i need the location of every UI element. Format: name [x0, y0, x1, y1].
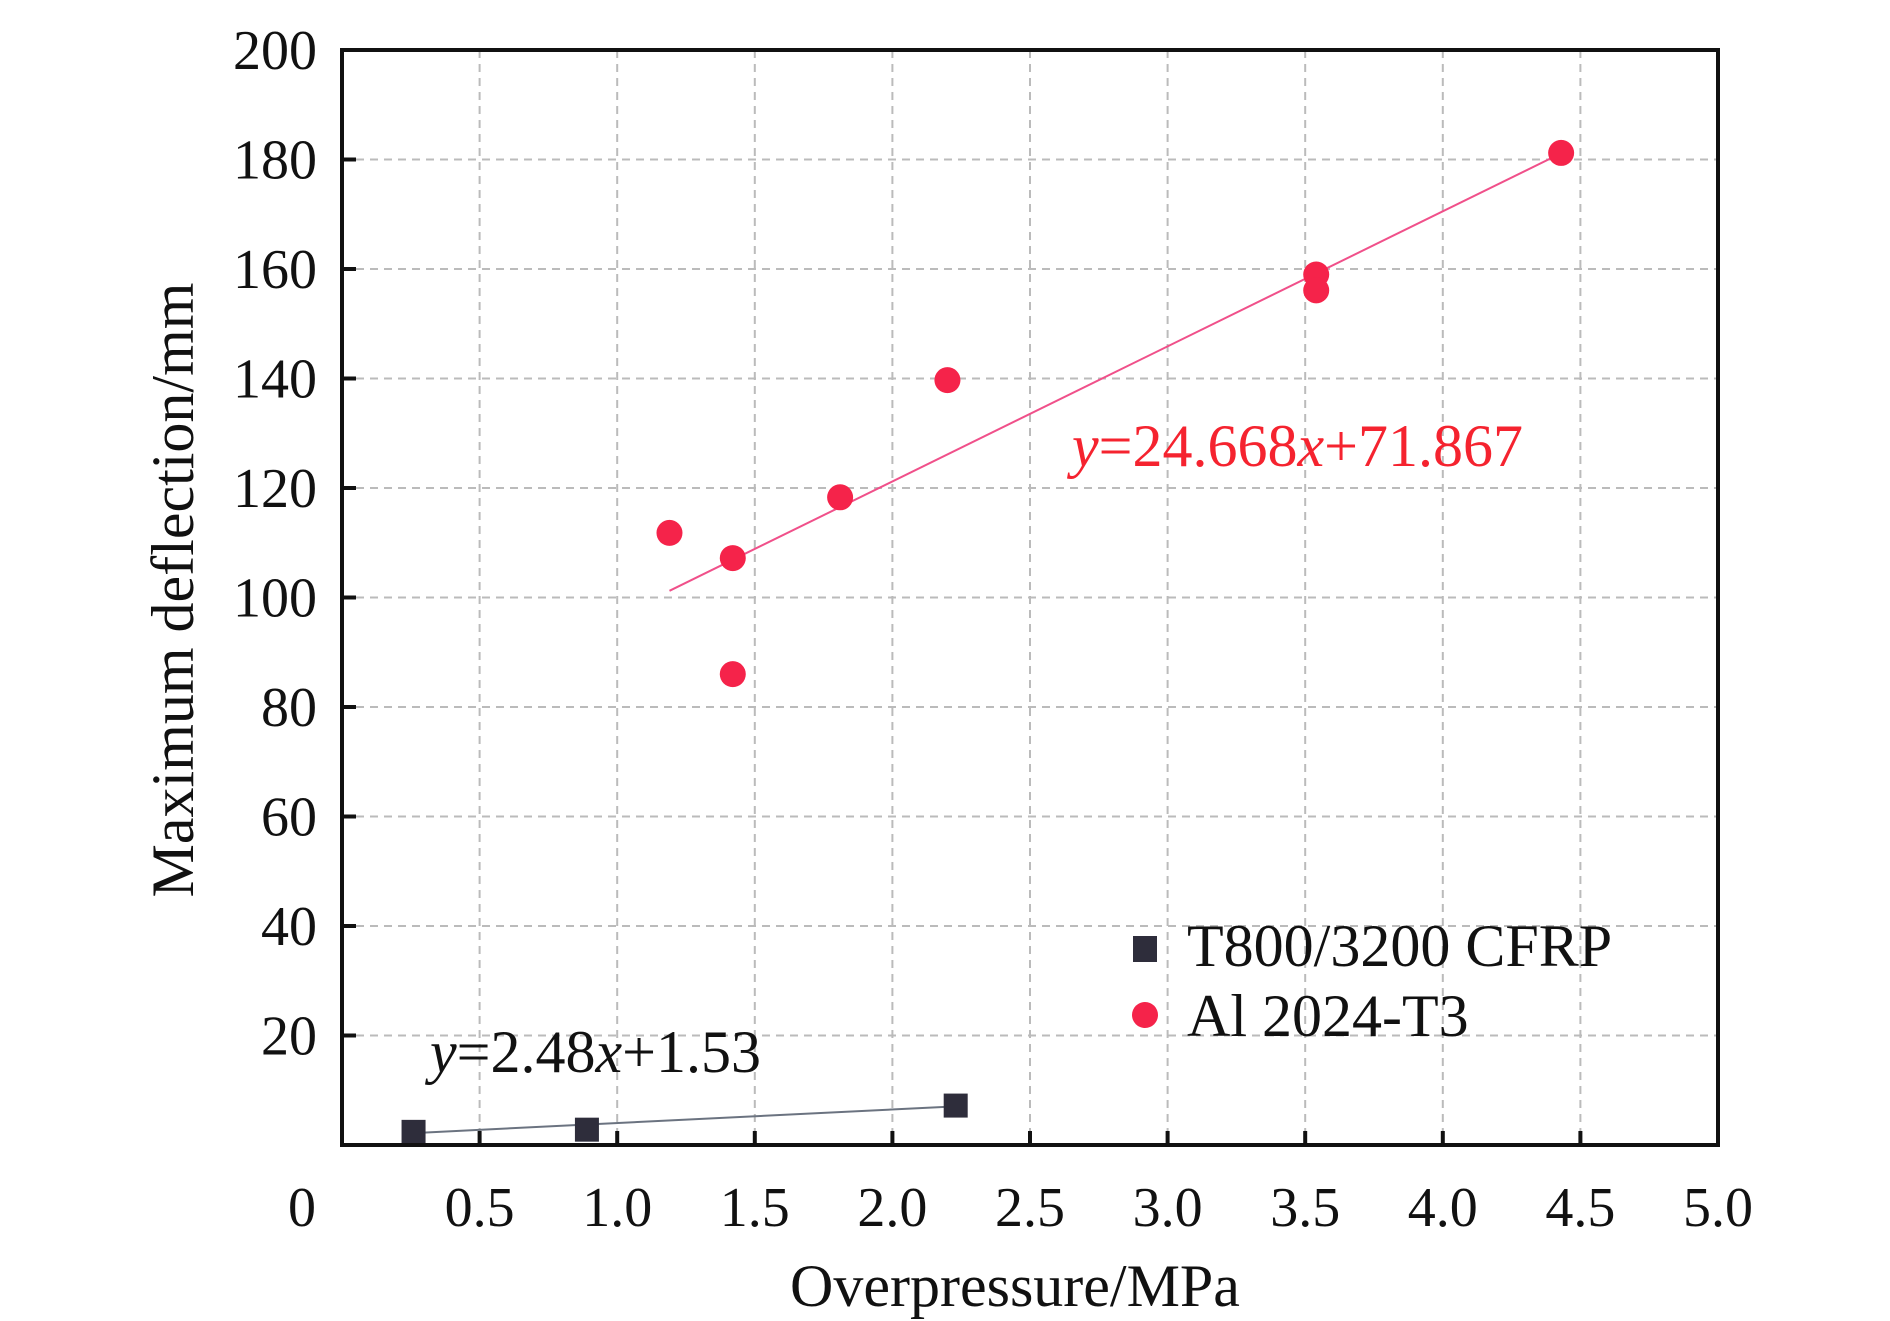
fit-line-al	[669, 152, 1562, 592]
equation-al-y: y	[1066, 413, 1099, 479]
y-tick-labels: 20 40 60 80 100 120 140 160 180 200	[233, 20, 317, 1068]
legend-marker-cfrp	[1133, 936, 1157, 962]
y-tick-label: 180	[233, 130, 317, 192]
x-tick-label: 1.5	[720, 1177, 790, 1239]
data-point-cfrp	[943, 1093, 968, 1118]
equation-cfrp-x: x	[594, 1019, 622, 1085]
equation-al-intercept: +71.867	[1324, 413, 1523, 479]
data-points	[401, 139, 1575, 1144]
data-point-al	[934, 367, 961, 394]
data-point-al	[656, 519, 683, 546]
y-tick-label: 200	[233, 20, 317, 82]
legend-label-al: Al 2024-T3	[1187, 983, 1469, 1049]
legend-marker-al	[1132, 1002, 1158, 1028]
x-tick-label: 1.0	[582, 1177, 652, 1239]
legend-label-cfrp: T800/3200 CFRP	[1187, 913, 1612, 979]
y-tick-label: 120	[233, 458, 317, 520]
fit-line-cfrp	[413, 1105, 956, 1135]
data-point-cfrp	[574, 1117, 599, 1142]
y-tick-label: 40	[261, 896, 317, 958]
x-tick-label: 0	[288, 1177, 316, 1239]
y-tick-label: 80	[261, 677, 317, 739]
x-axis-label: Overpressure/MPa	[790, 1253, 1240, 1319]
x-tick-label: 2.0	[857, 1177, 927, 1239]
equation-cfrp-y: y	[424, 1019, 457, 1085]
y-tick-label: 140	[233, 349, 317, 411]
y-tick-label: 20	[261, 1006, 317, 1068]
equation-al-x: x	[1296, 413, 1324, 479]
x-tick-label: 4.0	[1408, 1177, 1478, 1239]
y-tick-label: 100	[233, 568, 317, 630]
x-tick-label: 3.5	[1270, 1177, 1340, 1239]
data-point-al	[719, 545, 746, 572]
grid-lines	[342, 50, 1718, 1145]
equation-cfrp-intercept: +1.53	[622, 1019, 761, 1085]
x-tick-label: 2.5	[995, 1177, 1065, 1239]
fit-lines	[413, 152, 1562, 1135]
equation-cfrp: y=2.48x+1.53	[424, 1019, 761, 1085]
y-axis-label: Maximum deflection/mm	[140, 283, 206, 898]
equation-al-coef: =24.668	[1099, 413, 1298, 479]
x-tick-labels: 0 0.5 1.0 1.5 2.0 2.5 3.0 3.5 4.0 4.5 5.0	[288, 1177, 1753, 1239]
y-tick-label: 160	[233, 239, 317, 301]
y-tick-label: 60	[261, 787, 317, 849]
tick-marks	[340, 48, 1720, 1145]
data-point-al	[1303, 277, 1330, 304]
data-point-al	[1548, 139, 1575, 166]
x-tick-label: 5.0	[1683, 1177, 1753, 1239]
x-tick-label: 4.5	[1545, 1177, 1615, 1239]
data-point-al	[719, 661, 746, 688]
data-point-cfrp	[401, 1119, 426, 1144]
equation-cfrp-coef: =2.48	[457, 1019, 596, 1085]
data-point-al	[827, 484, 854, 511]
legend: T800/3200 CFRP Al 2024-T3	[1132, 913, 1612, 1049]
equation-al: y=24.668x+71.867	[1066, 413, 1523, 479]
x-tick-label: 0.5	[445, 1177, 515, 1239]
x-tick-label: 3.0	[1133, 1177, 1203, 1239]
